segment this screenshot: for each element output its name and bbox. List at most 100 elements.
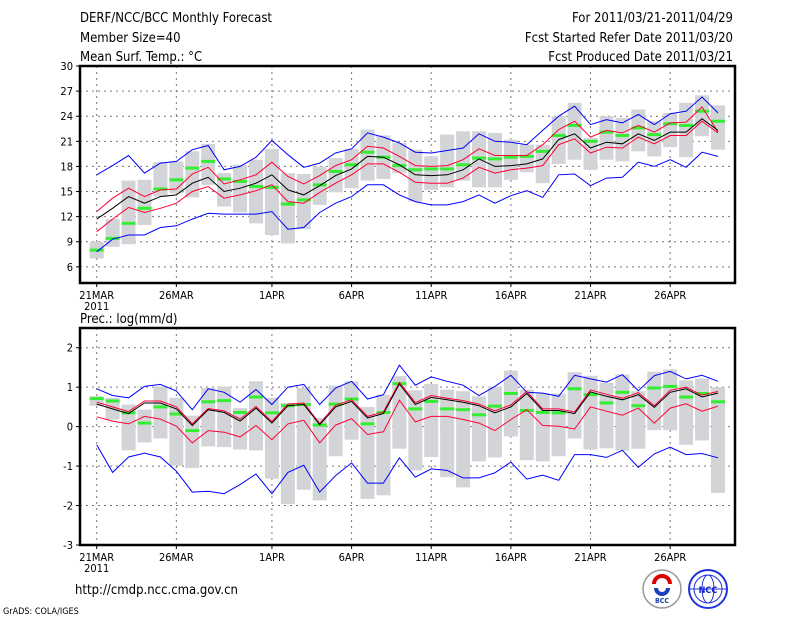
series-line-lower [96,120,719,233]
range-bar [695,95,710,137]
range-bar [710,105,725,150]
observed-marker [392,164,407,168]
x-tick-label: 11APR [415,289,447,302]
series-line-lower [96,399,719,444]
x-tick-label: 26MAR [159,289,194,302]
range-bar [312,417,327,501]
y-tick-label: 6 [67,261,73,274]
observed-marker [615,133,630,137]
ncc-logo: NCC [688,569,728,609]
observed-marker [567,123,582,127]
observed-marker [567,387,582,391]
range-bar [472,396,487,462]
y-tick-label: 18 [60,160,73,173]
observed-marker [185,166,200,170]
range-bar [679,102,694,158]
observed-marker [695,109,710,113]
observed-marker [503,391,518,395]
range-bar [344,381,359,440]
observed-marker [647,386,662,390]
x-tick-label: 26APR [654,551,686,564]
range-bar [264,148,279,236]
x-tick-label: 26MAR [159,551,194,564]
observed-marker [185,429,200,433]
observed-marker [631,404,646,408]
range-bar [360,129,375,181]
produced-date: Fcst Produced Date 2011/03/21 [548,50,733,65]
y-tick-label: 24 [60,110,73,123]
y-tick-label: 27 [60,85,73,98]
observed-marker [344,163,359,167]
observed-marker [695,391,710,395]
url-link[interactable]: http://cmdp.ncc.cma.gov.cn [75,583,238,598]
y-tick-label: 15 [60,186,73,199]
observed-marker [105,399,120,403]
precip-title: Prec.: log(mm/d) [80,312,177,327]
observed-marker [296,198,311,202]
y-tick-label: 21 [60,135,73,148]
range-bar [456,131,471,181]
range-bar [424,156,439,190]
range-bar [264,397,279,479]
observed-marker [472,156,487,160]
observed-marker [105,236,120,240]
series-line-min [96,444,719,495]
observed-marker [487,157,502,161]
observed-marker [519,154,534,158]
y-tick-label: -2 [63,500,73,513]
y-tick-label: 30 [60,60,73,73]
observed-marker [583,139,598,143]
range-bar [424,384,439,458]
range-bar [201,143,216,185]
x-tick-label: 1APR [259,289,285,302]
observed-marker [663,384,678,388]
observed-marker [344,397,359,401]
variable-label: Mean Surf. Temp.: °C [80,50,202,65]
range-bar [185,415,200,469]
observed-marker [201,400,216,404]
observed-marker [328,169,343,173]
observed-marker [249,185,263,189]
range-bar [551,393,566,457]
bcc-logo-text: BCC [655,597,669,605]
observed-marker [249,395,263,399]
range-bar [615,117,630,162]
range-bar [599,116,614,160]
series-line-upper [96,381,719,425]
observed-marker [631,126,646,130]
range-bar [153,386,168,439]
range-bar [663,369,678,431]
observed-marker [312,183,327,187]
observed-marker [121,411,136,415]
range-bar [249,381,263,451]
observed-marker [440,167,455,171]
range-bar [121,180,136,245]
x-tick-label: 21APR [574,551,606,564]
range-bar [440,389,455,478]
grads-credit: GrADS: COLA/IGES [3,607,79,617]
observed-marker [217,177,232,181]
observed-marker [663,122,678,126]
observed-marker [551,133,566,137]
range-bar [503,370,518,437]
x-tick-label: 16APR [495,289,527,302]
year-label: 2011 [84,300,109,313]
range-bar [280,402,295,504]
observed-marker [551,411,566,415]
x-tick-label: 6APR [339,289,365,302]
range-bar [599,382,614,449]
y-tick-label: 9 [67,236,73,249]
range-bar [408,149,423,202]
observed-marker [472,413,487,417]
x-tick-label: 21APR [574,289,606,302]
observed-marker [153,405,168,409]
series-line-mean [96,383,719,427]
observed-marker [456,163,471,167]
observed-marker [169,178,184,182]
observed-marker [280,202,295,206]
year-label: 2011 [84,562,109,575]
observed-marker [583,393,598,397]
range-bar [583,375,598,450]
ncc-logo-text: NCC [699,586,718,596]
range-bar [647,371,662,431]
